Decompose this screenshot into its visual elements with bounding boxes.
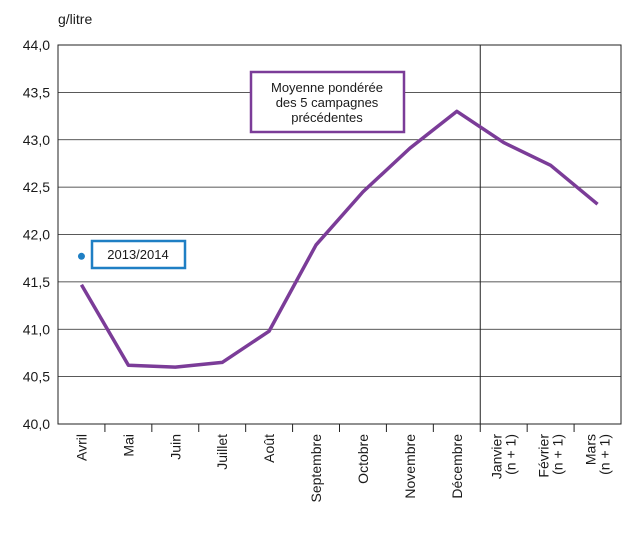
x-tick-label: Décembre	[449, 434, 465, 499]
x-tick-label: Mai	[120, 434, 136, 457]
x-tick-group: Décembre	[449, 434, 465, 499]
x-tick-label: Juillet	[214, 434, 230, 470]
x-tick-label: Avril	[73, 434, 89, 461]
x-tick-label: Septembre	[308, 434, 324, 503]
y-tick-label: 42,5	[23, 179, 50, 195]
x-tick-label: Novembre	[402, 434, 418, 499]
x-tick-group: Juillet	[214, 434, 230, 470]
x-tick-group: Juin	[167, 434, 183, 460]
x-tick-group: Avril	[73, 434, 89, 461]
x-tick-group: Mars(n + 1)	[583, 434, 613, 475]
y-tick-label: 43,0	[23, 132, 50, 148]
y-tick-label: 44,0	[23, 37, 50, 53]
x-tick-label: Juin	[167, 434, 183, 460]
x-tick-group: Octobre	[355, 434, 371, 484]
x-tick-label: Janvier(n + 1)	[489, 434, 519, 479]
y-tick-label: 40,0	[23, 416, 50, 432]
y-tick-label: 40,5	[23, 369, 50, 385]
y-tick-label: 41,5	[23, 274, 50, 290]
x-tick-label: Août	[261, 434, 277, 463]
legend-box	[90, 239, 187, 270]
legend-label: Moyenne pondérée des 5 campagnes précédent…	[271, 80, 383, 125]
y-tick-label: 41,0	[23, 321, 50, 337]
data-line	[79, 109, 599, 369]
x-tick-label: Mars(n + 1)	[583, 434, 613, 475]
y-tick-label: 43,5	[23, 84, 50, 100]
x-tick-label: Février(n + 1)	[536, 434, 566, 478]
x-tick-group: Janvier(n + 1)	[489, 434, 519, 479]
x-tick-group: Mai	[120, 434, 136, 457]
y-axis-title: g/litre	[58, 11, 92, 27]
data-point	[77, 252, 85, 260]
x-tick-label: Octobre	[355, 434, 371, 484]
x-tick-group: Septembre	[308, 434, 324, 503]
x-tick-group: Août	[261, 434, 277, 463]
x-tick-group: Février(n + 1)	[536, 434, 566, 478]
legend-box	[249, 70, 406, 134]
x-tick-group: Novembre	[402, 434, 418, 499]
y-tick-label: 42,0	[23, 227, 50, 243]
legend-label: 2013/2014	[107, 247, 168, 262]
